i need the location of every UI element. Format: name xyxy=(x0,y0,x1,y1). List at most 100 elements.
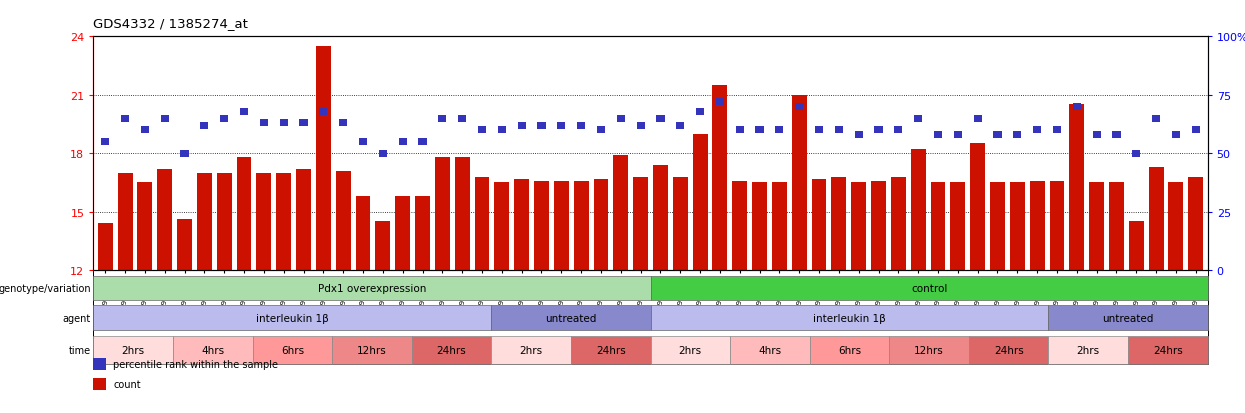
Bar xyxy=(378,150,387,157)
Bar xyxy=(1191,127,1200,134)
Bar xyxy=(101,139,110,145)
Bar xyxy=(435,158,449,271)
Bar xyxy=(1172,132,1180,139)
Bar xyxy=(792,95,807,271)
Bar xyxy=(954,132,962,139)
Bar xyxy=(240,109,248,115)
Bar xyxy=(276,173,291,271)
Bar xyxy=(930,183,945,271)
Bar xyxy=(237,158,251,271)
Bar xyxy=(1149,167,1164,271)
Bar xyxy=(538,122,545,129)
Bar xyxy=(1010,183,1025,271)
Bar xyxy=(181,150,189,157)
Bar xyxy=(518,122,525,129)
Bar xyxy=(1089,183,1104,271)
Bar xyxy=(177,220,192,271)
Bar xyxy=(1033,127,1041,134)
Bar xyxy=(319,109,327,115)
Text: 24hrs: 24hrs xyxy=(596,345,625,355)
Bar xyxy=(395,197,410,271)
Text: 2hrs: 2hrs xyxy=(519,345,543,355)
Text: 24hrs: 24hrs xyxy=(994,345,1023,355)
Bar xyxy=(872,181,886,271)
Bar xyxy=(398,139,407,145)
Bar xyxy=(1112,132,1120,139)
Bar xyxy=(220,116,228,122)
Bar xyxy=(1093,132,1101,139)
Text: 12hrs: 12hrs xyxy=(357,345,387,355)
Bar xyxy=(950,183,965,271)
Bar xyxy=(712,86,727,271)
Bar xyxy=(1188,177,1203,271)
Bar xyxy=(121,116,129,122)
Bar xyxy=(656,116,665,122)
Bar xyxy=(418,139,427,145)
Text: 24hrs: 24hrs xyxy=(1153,345,1183,355)
Bar xyxy=(1129,222,1144,271)
Bar xyxy=(356,197,371,271)
Bar xyxy=(1050,181,1064,271)
Bar xyxy=(558,122,565,129)
Bar xyxy=(736,127,743,134)
Bar xyxy=(454,158,469,271)
Text: percentile rank within the sample: percentile rank within the sample xyxy=(113,359,279,369)
Bar xyxy=(1132,150,1140,157)
Bar xyxy=(200,122,208,129)
Bar xyxy=(339,120,347,127)
Bar xyxy=(636,122,645,129)
Bar xyxy=(157,169,172,271)
Bar xyxy=(812,179,827,271)
Bar xyxy=(594,179,609,271)
Bar xyxy=(732,181,747,271)
Bar xyxy=(1013,132,1021,139)
Text: genotype/variation: genotype/variation xyxy=(0,283,91,293)
Bar xyxy=(141,127,149,134)
Bar xyxy=(554,181,569,271)
Bar xyxy=(574,181,589,271)
Bar xyxy=(756,127,763,134)
Text: interleukin 1β: interleukin 1β xyxy=(256,313,329,323)
Text: 2hrs: 2hrs xyxy=(679,345,702,355)
Bar xyxy=(716,99,725,106)
Text: 6hrs: 6hrs xyxy=(281,345,304,355)
Bar xyxy=(336,171,351,271)
Bar xyxy=(894,127,903,134)
Bar xyxy=(854,132,863,139)
Bar xyxy=(970,144,985,271)
Text: GDS4332 / 1385274_at: GDS4332 / 1385274_at xyxy=(93,17,248,29)
Bar xyxy=(161,116,169,122)
Bar xyxy=(974,116,982,122)
Bar xyxy=(934,132,942,139)
Bar xyxy=(498,127,505,134)
Bar xyxy=(359,139,367,145)
Bar xyxy=(776,127,783,134)
Bar xyxy=(137,183,152,271)
Text: interleukin 1β: interleukin 1β xyxy=(813,313,886,323)
Bar xyxy=(98,224,113,271)
Text: 2hrs: 2hrs xyxy=(122,345,144,355)
Bar xyxy=(280,120,288,127)
Bar xyxy=(458,116,466,122)
Bar xyxy=(634,177,649,271)
Bar xyxy=(616,116,625,122)
Bar xyxy=(1109,183,1124,271)
Bar xyxy=(514,179,529,271)
Text: count: count xyxy=(113,379,141,389)
Bar xyxy=(696,109,705,115)
Bar xyxy=(118,173,132,271)
Bar xyxy=(832,177,847,271)
Text: agent: agent xyxy=(62,313,91,323)
Bar xyxy=(576,122,585,129)
Bar xyxy=(494,183,509,271)
Bar xyxy=(874,127,883,134)
Text: 12hrs: 12hrs xyxy=(914,345,944,355)
Bar xyxy=(994,132,1001,139)
Text: control: control xyxy=(911,283,947,293)
Bar xyxy=(835,127,843,134)
Text: Pdx1 overexpression: Pdx1 overexpression xyxy=(317,283,426,293)
Bar xyxy=(752,183,767,271)
Bar xyxy=(256,173,271,271)
Bar xyxy=(474,177,489,271)
Bar xyxy=(692,134,707,271)
